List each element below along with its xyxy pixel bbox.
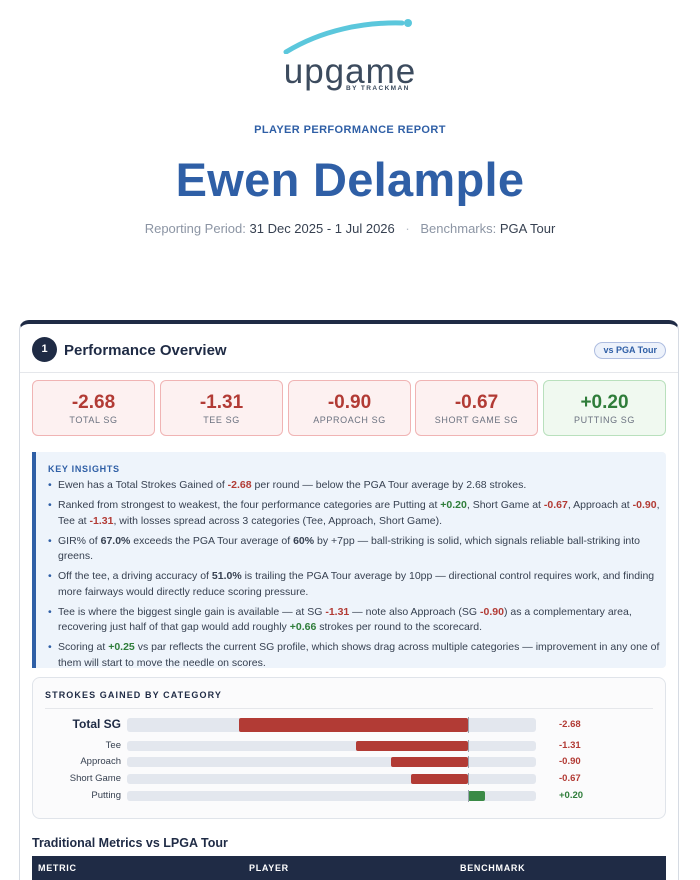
sg-zero-line	[467, 740, 469, 752]
section-title: Performance Overview	[64, 342, 227, 359]
tile-value: -1.31	[199, 392, 244, 413]
sg-bar-track	[127, 756, 536, 768]
player-name: Ewen Delample	[175, 153, 525, 206]
period-label: Reporting Period:	[144, 221, 246, 236]
col-benchmark: BENCHMARK	[460, 863, 526, 873]
tile-value: +0.20	[580, 392, 629, 413]
sg-row-short-game: Short Game -0.67	[33, 772, 665, 786]
sg-bar-track	[127, 740, 536, 752]
tile-label: TEE SG	[203, 415, 240, 425]
tile-label: APPROACH SG	[313, 415, 386, 425]
benchmark-label: Benchmarks:	[420, 221, 497, 236]
sg-zero-line	[467, 756, 469, 768]
period-value: 31 Dec 2025 - 1 Jul 2026	[249, 221, 395, 236]
sg-bar	[239, 718, 468, 732]
sg-row-label: Approach	[80, 756, 121, 767]
report-meta: Reporting Period: 31 Dec 2025 - 1 Jul 20…	[0, 221, 700, 236]
sg-row-total-sg: Total SG -2.68	[33, 717, 665, 733]
sg-row-value: -2.68	[559, 719, 581, 730]
sg-bar	[391, 757, 468, 767]
sg-bar	[467, 791, 485, 801]
sg-row-approach: Approach -0.90	[33, 755, 665, 769]
sg-tile-short-game: -0.67 SHORT GAME SG	[415, 380, 538, 436]
benchmark-value: PGA Tour	[499, 221, 556, 236]
section-header: 1 Performance Overview vs PGA Tour	[32, 336, 666, 366]
sg-row-value: -0.90	[559, 756, 581, 767]
performance-overview-card: 1 Performance Overview vs PGA Tour -2.68…	[19, 320, 679, 880]
tile-value: -2.68	[71, 392, 116, 413]
insight-item: Ewen has a Total Strokes Gained of -2.68…	[48, 478, 660, 494]
sg-bar	[410, 774, 468, 784]
sg-row-value: -1.31	[559, 740, 581, 751]
meta-separator: ·	[405, 221, 410, 236]
sg-bar-track	[127, 717, 536, 733]
insight-item: Tee is where the biggest single gain is …	[48, 605, 660, 636]
report-label: PLAYER PERFORMANCE REPORT	[254, 124, 446, 136]
sg-row-label: Putting	[91, 790, 121, 801]
sg-bar-track	[127, 790, 536, 802]
sg-zero-line	[467, 717, 469, 733]
tile-label: TOTAL SG	[69, 415, 118, 425]
col-metric: METRIC	[38, 863, 77, 873]
sg-tiles: -2.68 TOTAL SG -1.31 TEE SG -0.90 APPROA…	[32, 380, 666, 436]
benchmark-badge: vs PGA Tour	[594, 342, 666, 359]
insight-item: GIR% of 67.0% exceeds the PGA Tour avera…	[48, 534, 660, 565]
sg-row-putting: Putting +0.20	[33, 789, 665, 803]
traditional-metrics-header: METRIC PLAYER BENCHMARK	[32, 856, 666, 880]
insight-item: Off the tee, a driving accuracy of 51.0%…	[48, 569, 660, 600]
sg-zero-line	[467, 790, 469, 802]
sg-bar	[356, 741, 468, 751]
tile-label: SHORT GAME SG	[434, 415, 519, 425]
logo-wordmark: upgame	[283, 52, 417, 91]
sg-tile-putting: +0.20 PUTTING SG	[543, 380, 666, 436]
sg-tile-approach: -0.90 APPROACH SG	[288, 380, 411, 436]
sg-row-value: +0.20	[559, 790, 584, 801]
insight-item: Ranked from strongest to weakest, the fo…	[48, 498, 660, 529]
sg-row-label: Total SG	[72, 717, 121, 731]
sg-zero-line	[467, 773, 469, 785]
insight-item: Scoring at +0.25 vs par reflects the cur…	[48, 640, 660, 671]
chart-title: STROKES GAINED BY CATEGORY	[45, 690, 222, 700]
insights-list: Ewen has a Total Strokes Gained of -2.68…	[48, 478, 660, 676]
sg-row-tee: Tee -1.31	[33, 739, 665, 753]
section-number: 1	[32, 337, 57, 362]
sg-row-value: -0.67	[559, 773, 581, 784]
tile-label: PUTTING SG	[573, 415, 635, 425]
key-insights: KEY INSIGHTS Ewen has a Total Strokes Ga…	[32, 452, 666, 669]
traditional-metrics-title: Traditional Metrics vs LPGA Tour	[32, 836, 228, 850]
sg-row-label: Short Game	[69, 773, 121, 784]
sg-tile-total: -2.68 TOTAL SG	[32, 380, 155, 436]
tile-value: -0.67	[454, 392, 499, 413]
sg-by-category-chart: STROKES GAINED BY CATEGORY Total SG -2.68…	[32, 677, 666, 819]
section-divider	[20, 372, 678, 373]
insights-title: KEY INSIGHTS	[48, 464, 120, 474]
sg-row-label: Tee	[105, 740, 121, 751]
logo-byline: BY TRACKMAN	[346, 85, 410, 92]
sg-bar-track	[127, 773, 536, 785]
sg-tile-tee: -1.31 TEE SG	[160, 380, 283, 436]
logo-swoosh-icon	[283, 19, 412, 54]
chart-divider	[45, 708, 653, 709]
tile-value: -0.90	[327, 392, 372, 413]
col-player: PLAYER	[249, 863, 289, 873]
upgame-logo: upgame BY TRACKMAN	[0, 14, 700, 96]
